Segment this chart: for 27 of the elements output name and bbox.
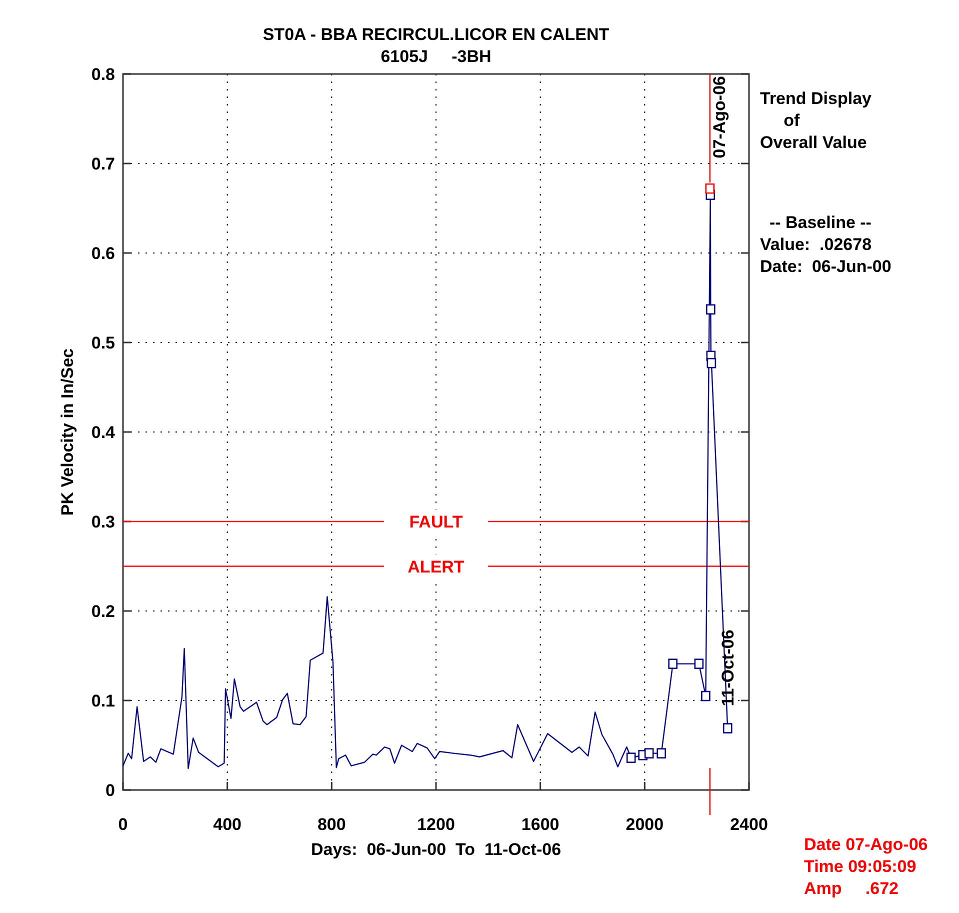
- y-tick-label: 0.8: [91, 65, 115, 84]
- ref-line-label: FAULT: [409, 512, 464, 532]
- x-tick-label: 2000: [626, 815, 664, 834]
- x-tick-label: 0: [118, 815, 128, 834]
- text: Date 07-Ago-06 Time 09:05:09 Amp .672: [804, 835, 928, 898]
- text: -- Baseline -- Value: .02678 Date: 06-Jun-00: [760, 213, 892, 276]
- y-tick-label: 0.5: [91, 334, 115, 352]
- x-tick-label: 800: [317, 815, 346, 834]
- chart-title: ST0A - BBA RECIRCUL.LICOR EN CALENT: [262, 25, 610, 44]
- y-tick-label: 0.2: [91, 602, 115, 621]
- y-tick-label: 0.7: [91, 154, 115, 174]
- ref-line-label: 07-Ago-06: [710, 76, 729, 158]
- x-tick-label: 2400: [730, 815, 768, 834]
- ref-line-label: ALERT: [408, 557, 465, 576]
- y-tick-label: 0.3: [91, 512, 115, 532]
- chart-subtitle: 6105J -3BH: [380, 47, 492, 66]
- x-tick-label: 1200: [417, 815, 455, 834]
- y-tick-label: 0.6: [91, 244, 115, 263]
- y-tick-label: 0.4: [91, 423, 116, 442]
- x-tick-label: 1600: [521, 815, 560, 834]
- x-tick-label: 400: [213, 815, 242, 834]
- y-axis-title: PK Velocity in In/Sec: [58, 348, 77, 516]
- annotation: 11-Oct-06: [718, 630, 738, 706]
- text: Trend Display of Overall Value: [760, 89, 872, 152]
- y-tick-label: 0.1: [91, 692, 115, 710]
- x-axis-title: Days: 06-Jun-00 To 11-Oct-06: [310, 840, 562, 859]
- y-tick-label: 0: [106, 781, 115, 800]
